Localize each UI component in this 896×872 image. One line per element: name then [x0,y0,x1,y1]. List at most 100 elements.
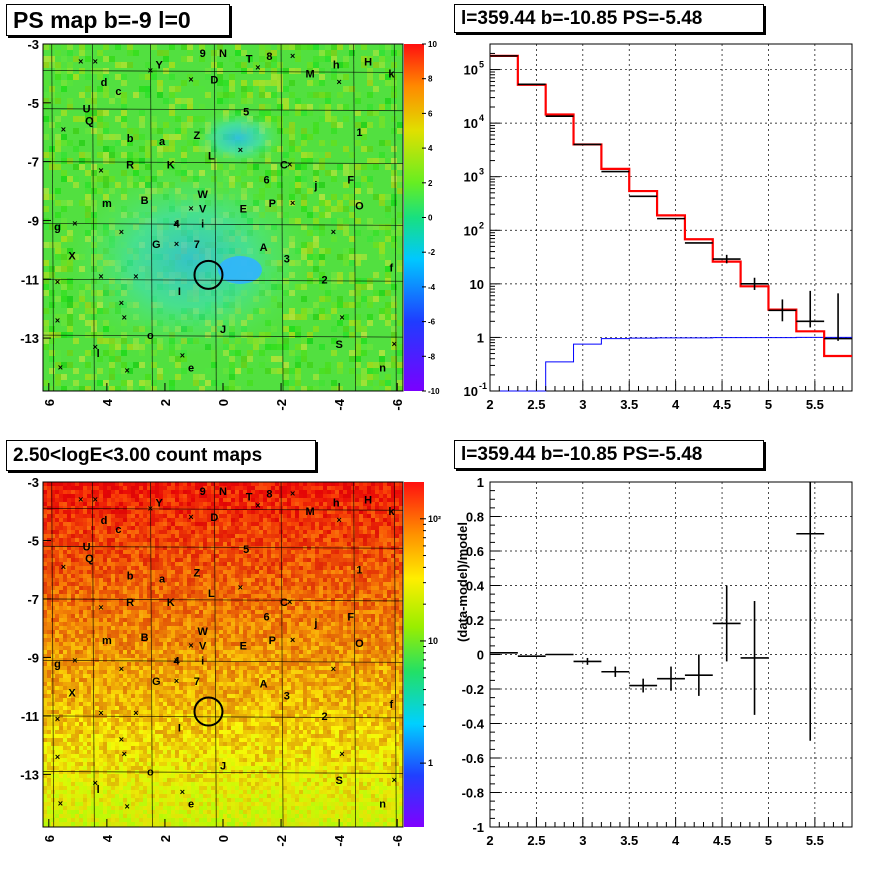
map-pixel [115,626,119,630]
map-pixel [351,610,355,614]
map-pixel [83,518,87,522]
map-pixel [55,510,59,514]
map-pixel [203,602,207,606]
map-pixel [83,510,87,514]
map-pixel [243,538,247,542]
map-pixel [67,542,71,546]
map-pixel [183,482,187,486]
map-pixel [263,574,267,578]
map-pixel [351,614,355,618]
map-pixel [63,526,67,530]
map-pixel [135,490,139,494]
map-pixel [351,606,355,610]
map-pixel [265,158,271,164]
map-pixel [79,594,83,598]
map-pixel [375,482,379,486]
map-pixel [59,518,63,522]
map-pixel [295,170,301,176]
map-pixel [187,486,191,490]
map-pixel [359,558,363,562]
map-pixel [319,494,323,498]
map-pixel [327,534,331,538]
map-pixel [43,80,49,86]
map-pixel [295,494,299,498]
map-pixel [343,622,347,626]
map-pixel [115,92,121,98]
map-pixel [323,554,327,558]
map-pixel [139,362,145,368]
map-pixel [259,594,263,598]
map-pixel [55,380,61,386]
map-pixel [375,502,379,506]
map-pixel [375,618,379,622]
map-pixel [67,558,71,562]
map-pixel [271,614,275,618]
map-pixel [271,618,275,622]
map-pixel [183,610,187,614]
map-pixel [219,550,223,554]
map-pixel [155,518,159,522]
map-pixel [331,558,335,562]
map-pixel [183,538,187,542]
map-pixel [295,104,301,110]
map-pixel [63,606,67,610]
map-pixel [395,486,399,490]
map-pixel [351,598,355,602]
map-pixel [183,546,187,550]
map-pixel [143,590,147,594]
map-pixel [371,594,375,598]
map-pixel [127,380,133,386]
map-pixel [255,550,259,554]
map-grid-line [91,43,95,392]
map-pixel [307,598,311,602]
map-pixel [51,530,55,534]
map-pixel [139,594,143,598]
map-pixel [307,272,313,278]
map-pixel [59,614,63,618]
map-pixel [327,562,331,566]
map-pixel [277,86,283,92]
map-pixel [263,606,267,610]
map-pixel [385,74,391,80]
map-pixel [247,502,251,506]
map-pixel [211,574,215,578]
map-pixel [231,570,235,574]
map-pixel [115,534,119,538]
map-pixel [259,92,265,98]
map-pixel [47,526,51,530]
map-pixel [271,590,275,594]
map-pixel [399,558,403,562]
map-pixel [49,380,55,386]
map-pixel [375,522,379,526]
map-pixel [339,542,343,546]
map-pixel [191,554,195,558]
map-pixel [229,374,235,380]
map-pixel [319,140,325,146]
map-pixel [135,618,139,622]
map-pixel [71,506,75,510]
map-pixel [135,482,139,486]
map-pixel [339,482,343,486]
map-pixel [265,344,271,350]
map-pixel [311,506,315,510]
map-pixel [259,502,263,506]
map-pixel [51,606,55,610]
map-pixel [55,296,61,302]
map-pixel [183,526,187,530]
map-pixel [215,606,219,610]
map-pixel [307,538,311,542]
map-pixel [61,254,67,260]
map-pixel [95,490,99,494]
map-pixel [163,570,167,574]
map-pixel [283,558,287,562]
map-pixel [327,490,331,494]
map-pixel [263,534,267,538]
map-pixel [395,578,399,582]
map-pixel [231,618,235,622]
map-pixel [301,164,307,170]
map-pixel [235,506,239,510]
map-pixel [347,618,351,622]
map-pixel [155,606,159,610]
map-pixel [67,578,71,582]
map-pixel [283,44,289,50]
